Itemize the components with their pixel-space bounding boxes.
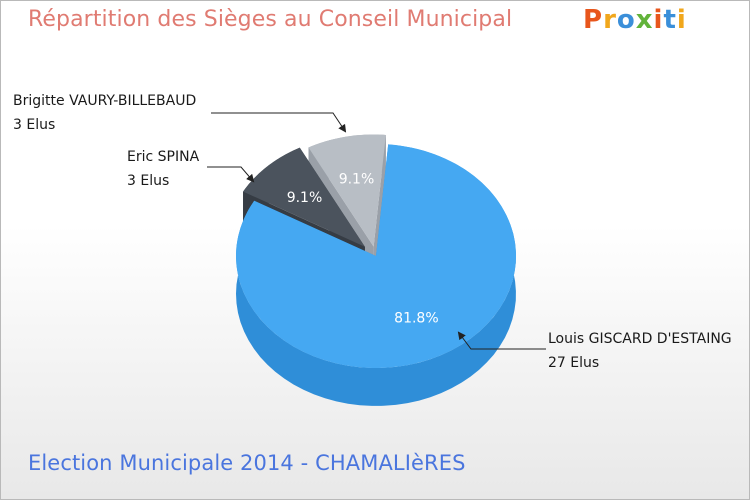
logo-letter: i bbox=[653, 5, 664, 35]
logo-letter: r bbox=[603, 5, 617, 35]
slice-detail: 3 Elus bbox=[127, 173, 169, 189]
slice-detail: 3 Elus bbox=[13, 117, 55, 133]
logo-letter: o bbox=[616, 5, 636, 35]
election-subtitle: Election Municipale 2014 - CHAMALIèRES bbox=[28, 451, 466, 475]
leader-line bbox=[207, 166, 255, 183]
slice-detail: 27 Elus bbox=[548, 355, 599, 371]
slice-label: Brigitte VAURY-BILLEBAUD bbox=[13, 93, 196, 109]
pie-slice-0 bbox=[236, 144, 517, 406]
proxiti-logo: Proxiti bbox=[583, 5, 687, 35]
logo-letter: x bbox=[635, 5, 654, 35]
logo-letter: i bbox=[676, 5, 687, 35]
chart-title: Répartition des Sièges au Conseil Munici… bbox=[28, 7, 513, 32]
logo-letter: t bbox=[663, 5, 677, 35]
slice-label: Eric SPINA bbox=[127, 149, 200, 165]
percent-label: 81.8% bbox=[394, 311, 438, 327]
leader-line bbox=[457, 331, 546, 350]
slice-label: Louis GISCARD D'ESTAING bbox=[548, 331, 732, 347]
percent-label: 9.1% bbox=[339, 172, 375, 188]
percent-label: 9.1% bbox=[287, 190, 323, 206]
logo-letter: P bbox=[583, 5, 604, 35]
leader-line bbox=[211, 112, 347, 133]
